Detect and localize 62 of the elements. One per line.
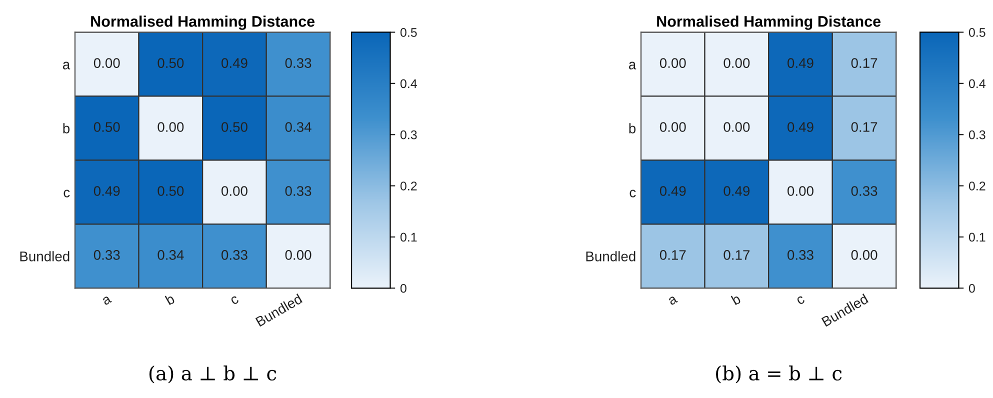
data-label: 0.34	[158, 250, 184, 260]
y-tick-label: c	[630, 190, 636, 198]
data-label: 0.00	[660, 58, 686, 68]
y-tick-label: Bundled	[586, 251, 636, 262]
y-tick-label: b	[629, 123, 636, 134]
x-tick-label: a	[102, 295, 112, 306]
data-label: 0.49	[788, 122, 814, 132]
color-bar-label: 0.4	[400, 79, 417, 88]
data-label: 0.50	[94, 122, 120, 132]
color-bar-label: 0.2	[968, 182, 986, 190]
data-label: 0.49	[660, 186, 686, 196]
x-tick-label: c	[230, 295, 240, 306]
data-label: 0.33	[222, 250, 248, 260]
text: (a) a ⊥ b ⊥ c	[149, 366, 276, 384]
data-label: 0.00	[158, 122, 184, 132]
text: (b) a = b ⊥ c	[716, 366, 842, 384]
color-bar-label: 0.3	[968, 130, 986, 140]
y-tick-label: a	[62, 62, 70, 70]
data-label: 0.49	[222, 58, 248, 68]
data-label: 0.33	[788, 250, 814, 260]
data-label: 0.00	[788, 186, 814, 196]
data-label: 0.00	[660, 122, 686, 132]
y-tick-label: Bundled	[20, 251, 70, 262]
color-bar-label: 0.5	[400, 28, 417, 37]
data-label: 0.17	[851, 58, 878, 68]
color-bar-label: 0	[968, 284, 975, 293]
data-label: 0.49	[94, 186, 120, 196]
data-label: 0.33	[285, 186, 312, 196]
chart-title: Normalised Hamming Distance	[91, 16, 315, 30]
data-label: 0.34	[285, 122, 312, 132]
data-label: 0.49	[788, 58, 814, 68]
data-label: 0.33	[94, 250, 120, 260]
data-label: 0.17	[724, 250, 750, 260]
y-tick-label: a	[628, 62, 636, 70]
data-label: 0.33	[851, 186, 878, 196]
color-bar-label: 0.5	[968, 28, 986, 37]
data-label: 0.00	[222, 186, 248, 196]
y-tick-label: b	[63, 123, 70, 134]
data-label: 0.00	[94, 58, 120, 68]
x-tick-label: b	[164, 293, 176, 306]
color-bar-label: 0.3	[400, 130, 417, 140]
data-label: 0.17	[851, 122, 878, 132]
data-label: 0.00	[285, 250, 312, 260]
data-label: 0.17	[660, 250, 686, 260]
x-tick-label: a	[668, 295, 678, 306]
color-bar-label: 0.1	[400, 232, 417, 242]
color-bar-label: 0	[400, 284, 406, 293]
data-label: 0.50	[158, 58, 184, 68]
color-bar-label: 0.2	[400, 182, 417, 190]
chart-title: Normalised Hamming Distance	[657, 16, 881, 30]
data-label: 0.00	[851, 250, 878, 260]
data-label: 0.50	[222, 122, 248, 132]
x-tick-label: b	[730, 293, 742, 306]
data-label: 0.33	[285, 58, 312, 68]
data-label: 0.49	[724, 186, 750, 196]
data-label: 0.00	[724, 58, 750, 68]
data-label: 0.00	[724, 122, 750, 132]
y-tick-label: c	[64, 190, 70, 198]
color-bar-label: 0.1	[968, 232, 986, 242]
color-bar-label: 0.4	[968, 79, 986, 88]
data-label: 0.50	[158, 186, 184, 196]
x-tick-label: c	[796, 295, 806, 306]
